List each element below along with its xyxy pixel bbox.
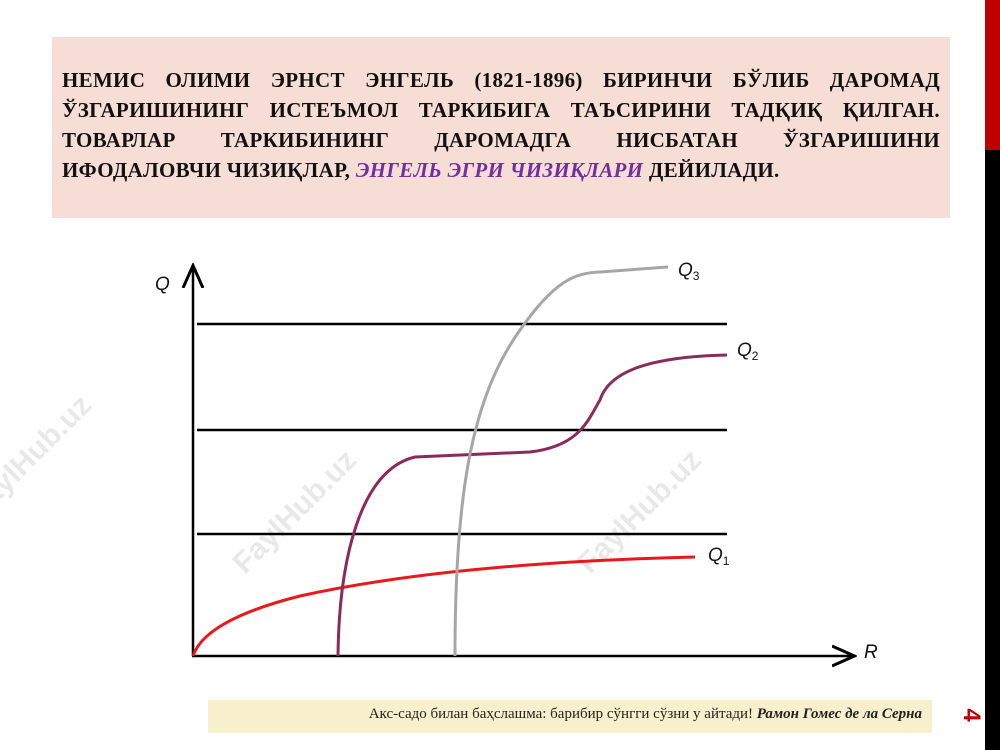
curve-name: Q — [678, 260, 693, 281]
page-number: 4 — [958, 708, 985, 722]
footer-box: Акс-садо билан баҳслашма: барибир сўнгги… — [208, 700, 932, 733]
curve-name: Q — [708, 545, 723, 566]
curve-label: Q2 — [737, 340, 759, 363]
y-axis-label: Q — [155, 274, 170, 295]
curve-label: Q1 — [708, 545, 730, 568]
curve-index: 1 — [723, 554, 730, 568]
curve-q3 — [453, 265, 669, 657]
header-main: НЕМИС ОЛИМИ ЭРНСТ ЭНГЕЛЬ (1821-1896) БИР… — [62, 68, 940, 182]
footer-author: Рамон Гомес де ла Серна — [756, 706, 922, 722]
curve-q2 — [336, 353, 728, 657]
curve-q1 — [191, 555, 696, 657]
header-highlight: ЭНГЕЛЬ ЭГРИ ЧИЗИҚЛАРИ — [355, 158, 644, 182]
header-ending: ДЕЙИЛАДИ. — [648, 158, 780, 182]
header-text: НЕМИС ОЛИМИ ЭРНСТ ЭНГЕЛЬ (1821-1896) БИР… — [62, 65, 940, 185]
header-box: НЕМИС ОЛИМИ ЭРНСТ ЭНГЕЛЬ (1821-1896) БИР… — [52, 37, 950, 218]
footer-quote: Акс-садо билан баҳслашма: барибир сўнгги… — [368, 706, 754, 722]
curve-label: Q3 — [678, 260, 700, 283]
x-axis-label: R — [864, 642, 878, 663]
curve-name: Q — [737, 340, 752, 361]
curve-index: 2 — [752, 349, 759, 363]
side-bar-red — [985, 0, 1000, 150]
side-bar-black — [985, 150, 1000, 750]
curve-index: 3 — [693, 269, 700, 283]
